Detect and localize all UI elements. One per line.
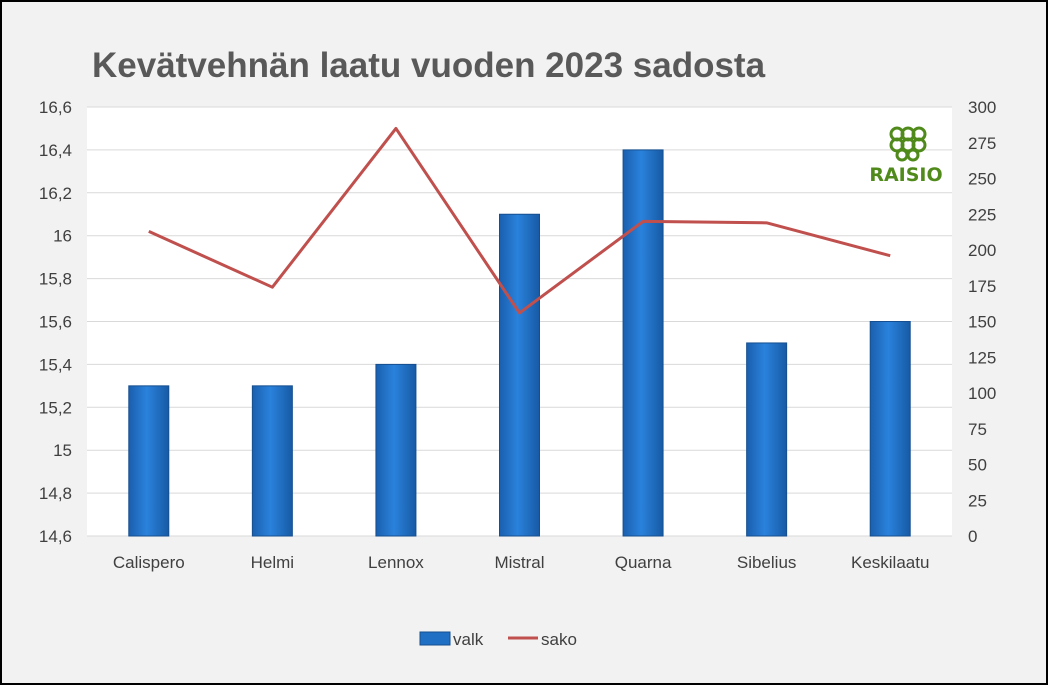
category-labels: Calispero Helmi Lennox Mistral Quarna Sibeliu… [113, 553, 930, 572]
left-tick-label: 14,8 [39, 484, 72, 503]
bar-valk [499, 213, 540, 537]
bar-valk [128, 385, 170, 537]
left-tick-label: 15,4 [39, 355, 72, 374]
right-tick-label: 150 [968, 313, 996, 332]
right-tick-label: 200 [968, 241, 996, 260]
right-tick-label: 275 [968, 134, 996, 153]
right-tick-label: 225 [968, 205, 996, 224]
left-tick-label: 16,2 [39, 184, 72, 203]
category-label: Quarna [615, 553, 672, 572]
right-tick-label: 50 [968, 456, 987, 475]
bar-valk [622, 149, 664, 537]
left-axis-ticks: 16,6 16,4 16,2 16 15,8 15,6 15,4 15,2 15 14,8 14,6 [39, 98, 72, 546]
legend-label-sako: sako [541, 630, 577, 649]
bar-valk [869, 321, 911, 537]
legend-swatch-valk [419, 631, 451, 646]
left-tick-label: 16,6 [39, 98, 72, 117]
right-tick-label: 250 [968, 170, 996, 189]
category-label: Sibelius [737, 553, 797, 572]
category-label: Keskilaatu [851, 553, 929, 572]
left-tick-label: 15,8 [39, 270, 72, 289]
bar-valk [251, 385, 293, 537]
left-tick-label: 16 [53, 227, 72, 246]
right-tick-label: 25 [968, 491, 987, 510]
right-tick-label: 75 [968, 420, 987, 439]
right-tick-label: 100 [968, 384, 996, 403]
left-tick-label: 15,6 [39, 313, 72, 332]
right-tick-label: 0 [968, 527, 977, 546]
raisio-logo-text: RAISIO [869, 164, 942, 186]
right-tick-label: 125 [968, 348, 996, 367]
bar-valk [375, 363, 417, 537]
category-label: Helmi [251, 553, 294, 572]
line-series-sako [148, 126, 891, 315]
left-tick-label: 14,6 [39, 527, 72, 546]
category-label: Mistral [494, 553, 544, 572]
right-tick-label: 300 [968, 98, 996, 117]
bar-valk [746, 342, 788, 537]
legend: valk sako [419, 630, 577, 649]
raisio-grain-logo-icon [889, 126, 927, 162]
line-sako [148, 126, 891, 315]
legend-label-valk: valk [453, 630, 484, 649]
bar-series-valk [128, 149, 911, 537]
category-label: Calispero [113, 553, 185, 572]
chart-title: Kevätvehnän laatu vuoden 2023 sadosta [92, 46, 766, 85]
left-tick-label: 15,2 [39, 398, 72, 417]
left-tick-label: 15 [53, 441, 72, 460]
raisio-logo: RAISIO [869, 126, 943, 186]
category-label: Lennox [368, 553, 424, 572]
right-tick-label: 175 [968, 277, 996, 296]
left-tick-label: 16,4 [39, 141, 72, 160]
